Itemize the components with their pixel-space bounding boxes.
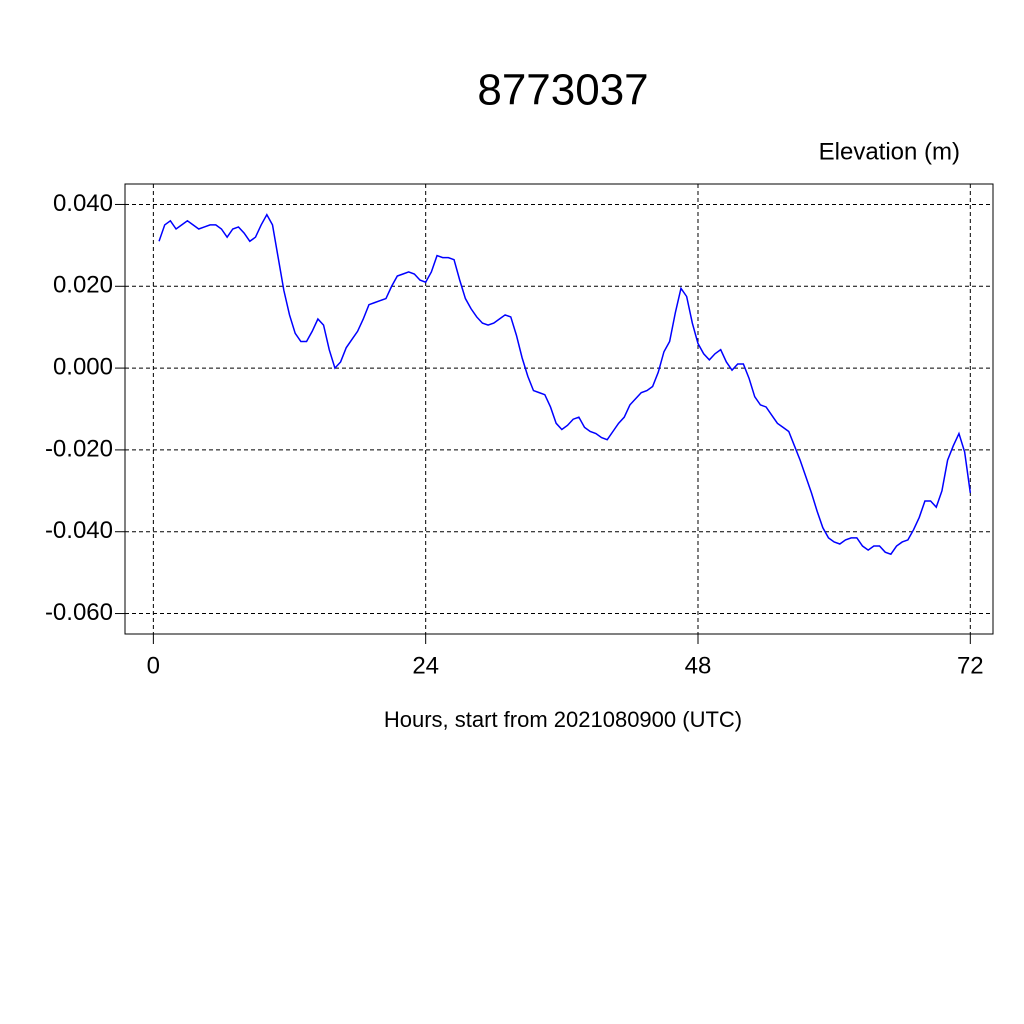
x-tick-label: 0 — [147, 652, 160, 679]
chart-title: 8773037 — [477, 66, 648, 115]
x-tick-label: 48 — [685, 652, 712, 679]
x-tick-label: 24 — [412, 652, 439, 679]
x-tick-label: 72 — [957, 652, 984, 679]
x-axis-label: Hours, start from 2021080900 (UTC) — [384, 707, 742, 732]
plot-frame — [124, 183, 994, 635]
y-tick-label: 0.000 — [53, 353, 113, 380]
y-tick-label: -0.020 — [45, 435, 113, 462]
y-tick-label: -0.040 — [45, 517, 113, 544]
y-tick-label: -0.060 — [45, 599, 113, 626]
data-line — [158, 213, 972, 556]
y-tick-label: 0.040 — [53, 190, 113, 217]
y-tick-label: 0.020 — [53, 272, 113, 299]
chart-subtitle: Elevation (m) — [819, 138, 960, 165]
